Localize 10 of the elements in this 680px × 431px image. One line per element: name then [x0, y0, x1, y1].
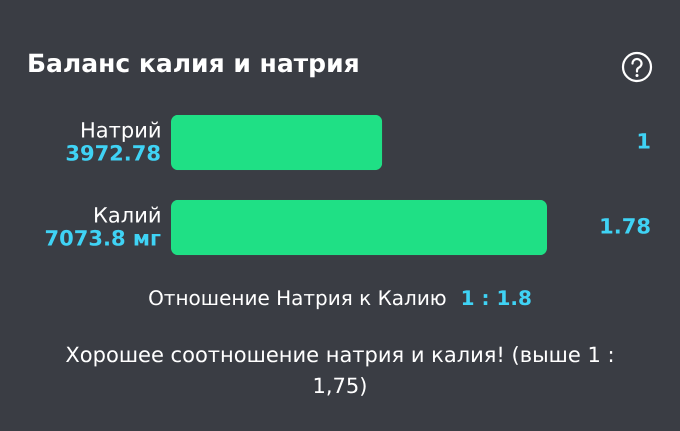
text: 1.78	[599, 214, 651, 238]
text: 1 : 1.8	[460, 286, 532, 310]
data-label: 7073.8 мг	[44, 226, 162, 250]
text: Отношение Натрия к Калию	[148, 286, 447, 310]
data-label: 3972.78	[65, 142, 161, 166]
text: Хорошее соотношение натрия и калия! (выше 1 : 1,75)	[64, 342, 616, 400]
y-tick-label: Калий	[93, 204, 162, 228]
chart-title: Баланс калия и натрия	[27, 49, 360, 78]
text: 1	[636, 130, 651, 154]
y-tick-label: Натрий	[80, 118, 162, 142]
